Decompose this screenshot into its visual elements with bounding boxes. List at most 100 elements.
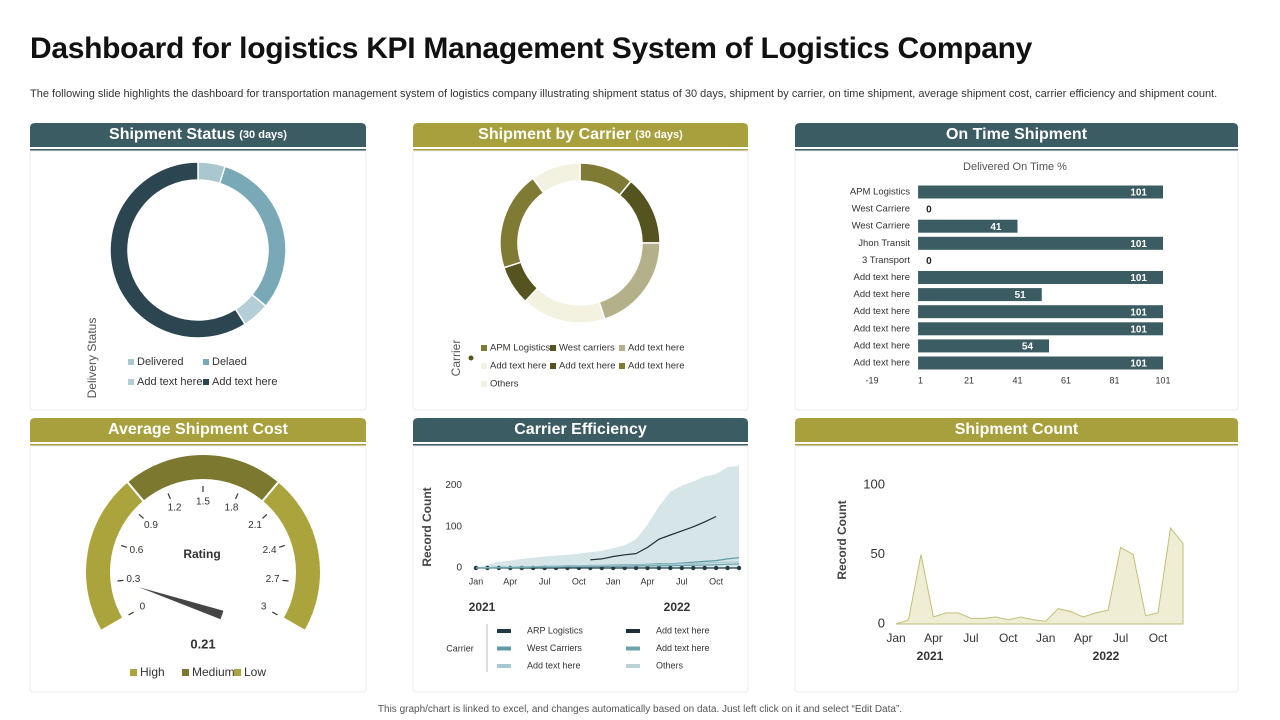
x-group-label: 2022 [1093,649,1120,663]
x-group-label: 2021 [917,649,944,663]
tick-label: 2.1 [248,520,262,531]
tick-mark [167,493,172,500]
legend-label: Add text here [527,660,581,670]
value-label: 101 [1130,273,1147,284]
header-rule [795,149,1238,151]
legend-swatch [550,345,556,351]
panel-title: Shipment Status (30 days) [109,126,287,143]
x-tick-label: 1 [918,375,923,385]
line [590,515,717,561]
legend-swatch [481,363,487,369]
value-label: 101 [1130,324,1147,335]
description: The following slide highlights the dashb… [30,88,1218,100]
legend-label: High [140,665,165,679]
x-tick-label: Oct [572,576,587,586]
tick-label: 0.3 [126,574,140,585]
legend-label: Add text here [656,625,710,635]
y-tick-label: 200 [445,480,462,491]
tick-mark [117,579,124,582]
bar [918,236,1163,250]
legend-label: Others [656,660,684,670]
panel-header [413,418,748,442]
x-tick-label: Apr [641,576,655,586]
x-tick-label: Apr [924,631,943,645]
y-tick-label: 100 [863,476,885,491]
y-tick-label: 0 [878,615,885,630]
tick-label: 3 [261,602,267,613]
tick-label: 0.9 [144,520,158,531]
panel-title: Shipment Count [955,421,1079,438]
marker [691,565,696,571]
tick-mark [262,514,268,519]
x-tick-label: Jan [886,631,905,645]
tick-mark [271,611,278,616]
footer-note: This graph/chart is linked to excel, and… [377,704,903,715]
bar [918,356,1163,370]
donut-slice [109,161,247,339]
category-label: Add text here [853,306,910,317]
legend-label: Add text here [137,376,202,388]
bar [918,219,1018,233]
gauge-band [260,480,322,633]
legend-dot [468,355,474,361]
legend-swatch [619,363,625,369]
legend-label: Add text here [212,376,277,388]
legend-swatch [203,379,209,385]
title-text: Shipment Count [955,421,1079,438]
panel-header [795,418,1238,442]
y-tick-label: 50 [871,546,885,561]
gauge-value: 0.21 [190,636,215,651]
bar [918,288,1042,302]
category-label: Add text here [853,358,910,369]
legend-swatch [203,359,209,365]
legend-swatch [481,345,487,351]
x-tick-label: Apr [503,576,517,586]
x-tick-label: Jan [469,576,484,586]
marker [668,565,673,571]
value-label: 0 [926,256,932,267]
panel-title: On Time Shipment [946,126,1088,143]
axis-label: Record Count [420,487,434,566]
title-text: Carrier Efficiency [514,421,647,438]
y-tick-label: 0 [456,563,462,574]
legend-label: Add text here [559,361,616,372]
panel-title: Average Shipment Cost [108,421,289,438]
category-label: Add text here [853,289,910,300]
gauge-label: Rating [183,547,220,561]
x-tick-label: 101 [1155,375,1170,385]
legend-swatch [182,669,189,676]
value-label: 0 [926,205,932,216]
panel [412,150,749,411]
area [476,465,739,568]
x-tick-label: Apr [1074,631,1093,645]
x-group-label: 2021 [469,600,496,614]
legend-swatch [481,381,487,387]
legend-label: West carriers [559,343,615,354]
tick-label: 1.2 [168,503,182,514]
panel-header [413,123,748,147]
category-label: APM Logistics [850,187,910,198]
marker [702,565,707,571]
tick-mark [234,493,239,500]
marker [645,565,650,571]
value-label: 54 [1022,342,1034,353]
legend-label: Low [244,665,266,679]
axis-label: Delivery Status [85,318,99,399]
title-text: Shipment by Carrier [478,126,631,143]
value-label: 101 [1130,359,1147,370]
panel-header [30,123,366,147]
page-title: Dashboard for logistics KPI Management S… [30,32,1033,65]
x-group-label: 2022 [664,600,691,614]
header-rule [30,444,366,446]
marker [713,565,719,571]
area [895,526,1184,625]
x-tick-label: 61 [1061,375,1071,385]
legend-label: Add text here [656,643,710,653]
legend-swatch [550,363,556,369]
tick-mark [121,544,128,548]
legend-title: Carrier [446,643,474,653]
category-label: Add text here [853,340,910,351]
x-tick-label: Jul [539,576,551,586]
x-tick-label: -19 [865,375,878,385]
legend-label: Add text here [628,361,685,372]
